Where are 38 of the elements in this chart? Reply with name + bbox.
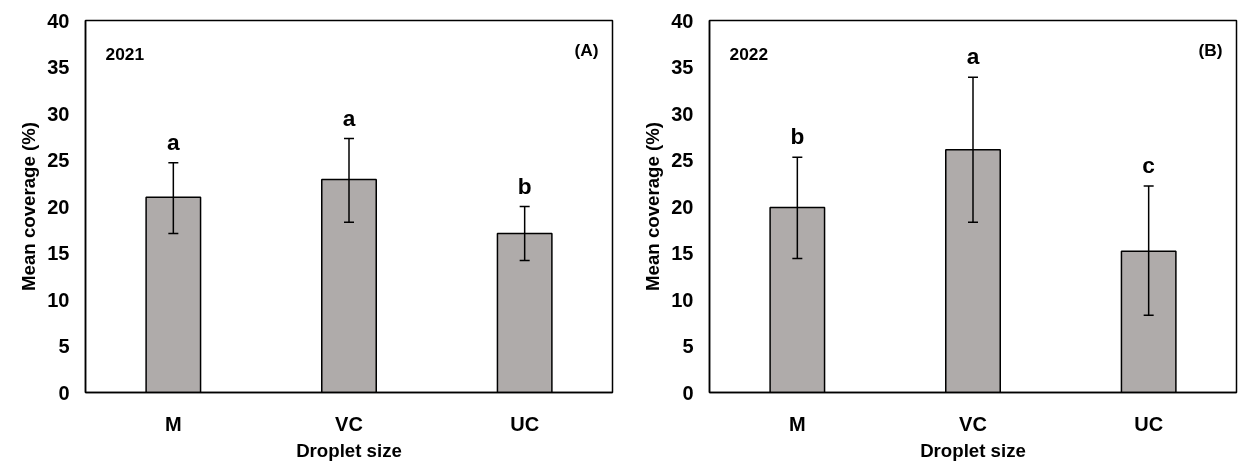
y-tick-label: 30 [671, 102, 694, 125]
y-tick-label: 35 [671, 56, 694, 78]
x-tick-label: M [789, 412, 806, 435]
y-tick-label: 5 [682, 335, 694, 357]
y-tick-label: 15 [671, 242, 694, 264]
annotation: a [342, 104, 356, 131]
y-tick-label: 40 [47, 9, 70, 32]
y-tick-label: 20 [671, 195, 694, 218]
y-axis-title: Mean coverage (%) [642, 122, 664, 291]
y-tick-label: 30 [47, 102, 70, 125]
y-tick-label: 0 [682, 381, 694, 404]
x-tick-label: VC [335, 412, 363, 435]
annotation: 2021 [105, 43, 145, 64]
x-tick-label: M [165, 412, 182, 435]
y-tick-label: 40 [671, 9, 694, 32]
x-tick-label: UC [1134, 412, 1164, 435]
annotation: b [790, 123, 805, 150]
y-tick-label: 20 [47, 195, 70, 218]
annotation: a [167, 128, 181, 155]
annotation: a [966, 43, 980, 70]
x-axis-title: Droplet size [296, 439, 402, 461]
x-axis-title: Droplet size [920, 439, 1026, 461]
annotation: c [1142, 152, 1155, 179]
y-tick-label: 10 [47, 288, 70, 311]
x-tick-label: VC [959, 412, 987, 435]
annotation: (A) [574, 39, 599, 60]
y-tick-label: 0 [58, 381, 70, 404]
y-tick-label: 35 [47, 56, 70, 78]
x-tick-label: UC [510, 412, 540, 435]
y-tick-label: 5 [58, 335, 70, 357]
y-tick-label: 10 [671, 288, 694, 311]
y-axis-title: Mean coverage (%) [18, 122, 40, 291]
annotation: b [517, 172, 532, 199]
y-tick-label: 15 [47, 242, 70, 264]
annotation: 2022 [729, 43, 769, 64]
y-tick-label: 25 [47, 149, 70, 171]
annotation: (B) [1198, 39, 1223, 60]
y-tick-label: 25 [671, 149, 694, 171]
